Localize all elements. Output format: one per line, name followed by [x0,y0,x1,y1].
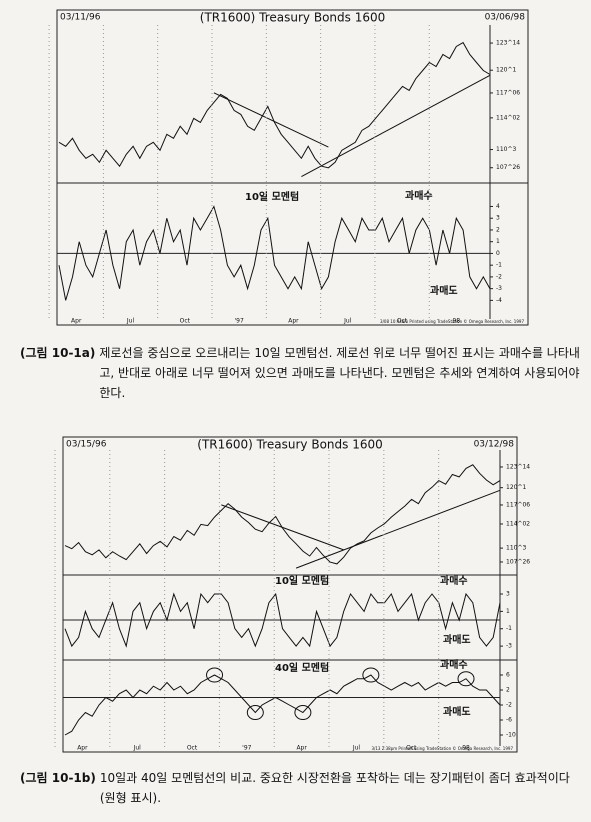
footer: 3/13 2:38pm Printed using TradeStation ©… [371,746,513,751]
x-tick-label: Jul [352,745,361,752]
y-tick-label: 2 [496,226,500,233]
y-tick-label: -1 [496,262,502,269]
price-line [64,674,501,736]
y-tick-label: -6 [506,716,512,723]
y-tick-label: -3 [506,643,512,650]
caption-text: 제로선을 중심으로 오르내리는 10일 모멘텀선. 제로선 위로 너무 떨어진 … [99,346,580,400]
caption-a: (그림 10-1a) 제로선을 중심으로 오르내리는 10일 모멘텀선. 제로선… [20,343,580,403]
annotation: 10일 모멘텀 [245,190,299,203]
caption-label: (그림 10-1a) [20,346,96,360]
caption-b: (그림 10-1b) 10일과 40일 모멘텀선의 비교. 중요한 시장전환을 … [20,768,580,808]
x-tick-label: Jul [343,318,352,325]
caption-text: 10일과 40일 모멘텀선의 비교. 중요한 시장전환을 포착하는 데는 장기패… [99,771,570,805]
y-tick-label: 114^02 [506,520,530,527]
trendline [301,74,491,178]
y-tick-label: 6 [506,671,510,678]
y-tick-label: 120^1 [496,67,516,74]
header-date: 03/15/96 [66,440,107,450]
y-tick-label: 117^06 [496,89,520,96]
chart-title: (TR1600) Treasury Bonds 1600 [197,438,382,452]
y-tick-label: 120^1 [506,484,526,491]
header-date: 03/11/96 [60,13,101,23]
y-tick-label: 4 [496,203,500,210]
y-tick-label: -2 [506,701,512,708]
price-line [58,205,491,301]
x-tick-label: Oct [180,318,191,325]
figure-frame [56,9,529,326]
trendline [295,489,501,569]
annotation: 과매수 [405,189,433,202]
y-tick-label: 123^14 [496,40,520,47]
annotation: 과매도 [443,633,471,646]
annotation: 10일 모멘텀 [275,574,329,587]
y-tick-label: 1 [496,238,500,245]
y-tick-label: 1 [506,608,510,615]
x-tick-label: Jul [126,318,135,325]
x-tick-label: 98 [462,745,470,752]
y-tick-label: 117^06 [506,501,530,508]
x-tick-label: Apr [288,318,299,325]
trendline [221,504,344,551]
x-tick-label: Oct [406,745,417,752]
x-tick-label: Oct [397,318,408,325]
highlight-circle [294,704,312,720]
chart-title: (TR1600) Treasury Bonds 1600 [200,11,385,25]
y-tick-label: 3 [496,215,500,222]
y-tick-label: 107^26 [496,164,520,171]
x-tick-label: '97 [235,318,244,325]
y-tick-label: -1 [506,625,512,632]
annotation: 40일 모멘텀 [275,661,329,674]
x-tick-label: Apr [71,318,82,325]
annotation: 과매도 [430,284,458,297]
y-tick-label: -3 [496,285,502,292]
highlight-circle [206,667,224,683]
figure-frame [62,436,518,753]
trendline [213,92,329,148]
x-tick-label: '97 [242,745,251,752]
header-date: 03/06/98 [485,13,526,23]
highlight-circle [362,667,380,683]
y-tick-label: -2 [496,273,502,280]
y-tick-label: 110^3 [506,545,526,552]
caption-label: (그림 10-1b) [20,771,96,785]
y-tick-label: 114^02 [496,114,520,121]
x-tick-label: Oct [187,745,198,752]
price-line [64,592,501,648]
annotation: 과매도 [443,705,471,718]
y-tick-label: 110^3 [496,146,516,153]
x-tick-label: Apr [296,745,307,752]
header-date: 03/12/98 [474,440,515,450]
price-line [64,464,501,565]
highlight-circle [246,704,264,720]
x-tick-label: Jul [133,745,142,752]
y-tick-label: 3 [506,591,510,598]
highlight-circle [457,671,475,687]
annotation: 과매수 [440,574,468,587]
y-tick-label: -10 [506,731,516,738]
price-line [58,41,491,169]
annotation: 과매수 [440,658,468,671]
y-tick-label: 2 [506,686,510,693]
x-tick-label: Apr [77,745,88,752]
y-tick-label: 123^14 [506,463,530,470]
footer: 3/08 10:44am Printed using TradeStation … [380,319,524,324]
y-tick-label: 0 [496,250,500,257]
x-tick-label: 98 [453,318,461,325]
y-tick-label: -4 [496,297,502,304]
y-tick-label: 107^26 [506,558,530,565]
